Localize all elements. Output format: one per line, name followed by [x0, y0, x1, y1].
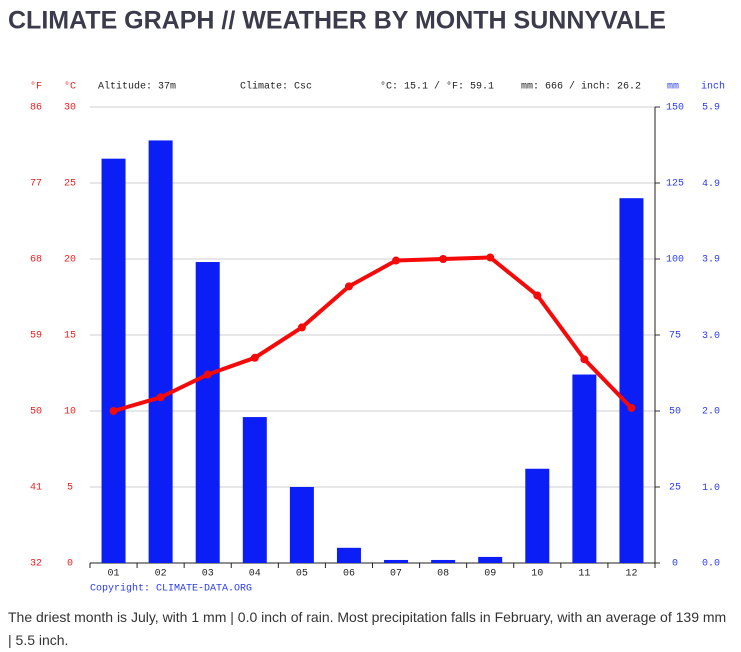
yinch-tick-label: 3.0	[702, 331, 720, 342]
axis-unit: mm	[667, 82, 679, 93]
y2-tick-label: 150	[666, 103, 684, 114]
bar	[619, 198, 644, 563]
yinch-tick-label: 2.0	[702, 407, 720, 418]
x-tick-label: 04	[249, 569, 261, 580]
y-tick-label: 5	[67, 483, 73, 494]
line-point	[297, 323, 306, 332]
axis-unit: inch	[701, 81, 725, 93]
copyright: Copyright: CLIMATE-DATA.ORG	[90, 583, 252, 595]
line-point	[344, 282, 353, 291]
chart: CLIMATE GRAPH // WEATHER BY MONTH SUNNYV…	[8, 7, 725, 595]
y-tick-label: 10	[64, 407, 76, 418]
annotation: Climate: Csc	[240, 81, 312, 93]
x-tick-label: 07	[390, 569, 402, 580]
annotation: Altitude: 37m	[98, 81, 176, 93]
line-point	[156, 393, 165, 402]
bar	[431, 559, 456, 563]
annotation: °C: 15.1 / °F: 59.1	[380, 81, 494, 93]
axis-unit: °F	[30, 81, 42, 93]
y-tick-label: 30	[64, 103, 76, 114]
x-tick-label: 08	[437, 569, 449, 580]
x-tick-label: 02	[155, 569, 167, 580]
bar	[289, 487, 314, 563]
y-tick-label: 25	[64, 179, 76, 190]
y2-tick-label: 50	[669, 407, 681, 418]
axis-unit: °C	[64, 81, 76, 93]
bar	[336, 547, 361, 563]
yf-tick-label: 86	[30, 103, 42, 114]
line-point	[392, 256, 401, 265]
bar	[525, 468, 550, 563]
yf-tick-label: 32	[30, 559, 42, 570]
y-tick-label: 0	[67, 559, 73, 570]
bar	[478, 556, 503, 563]
bar	[384, 559, 409, 563]
yinch-tick-label: 0.0	[702, 559, 720, 570]
line-point	[203, 370, 212, 379]
line-point	[486, 253, 495, 262]
x-tick-label: 03	[202, 569, 214, 580]
bar	[572, 374, 597, 563]
bar	[195, 262, 220, 563]
line-point	[250, 353, 259, 362]
x-tick-label: 06	[343, 569, 355, 580]
yf-tick-label: 41	[30, 483, 42, 494]
yf-tick-label: 50	[30, 407, 42, 418]
yf-tick-label: 59	[30, 331, 42, 342]
x-tick-label: 01	[108, 569, 120, 580]
x-tick-label: 11	[578, 569, 590, 580]
y2-tick-label: 125	[666, 179, 684, 190]
yinch-tick-label: 4.9	[702, 179, 720, 190]
line	[112, 255, 633, 413]
x-tick-label: 10	[531, 569, 543, 580]
description: The driest month is July, with 1 mm | 0.…	[8, 609, 727, 648]
line-point	[627, 403, 636, 412]
yinch-tick-label: 1.0	[702, 483, 720, 494]
yinch-tick-label: 5.9	[702, 102, 720, 113]
yinch-tick-label: 3.9	[702, 254, 720, 265]
y2-tick-label: 75	[669, 331, 681, 342]
line-point	[439, 255, 448, 263]
x-tick-label: 12	[625, 569, 637, 580]
yf-tick-label: 68	[30, 255, 42, 266]
line-point	[109, 407, 118, 415]
yf-tick-label: 77	[30, 179, 42, 190]
y-tick-label: 20	[64, 255, 76, 266]
y2-tick-label: 100	[666, 255, 684, 266]
line-point	[533, 291, 542, 300]
line-point	[580, 355, 589, 364]
bar	[242, 417, 267, 563]
bar	[148, 140, 173, 563]
y2-tick-label: 0	[672, 559, 678, 570]
x-tick-label: 05	[296, 569, 308, 580]
bar	[101, 158, 126, 563]
x-tick-label: 09	[484, 569, 496, 580]
y-tick-label: 15	[64, 331, 76, 342]
chart-title: CLIMATE GRAPH // WEATHER BY MONTH SUNNYV…	[8, 7, 666, 35]
y2-tick-label: 25	[669, 483, 681, 494]
annotation: mm: 666 / inch: 26.2	[521, 81, 641, 93]
